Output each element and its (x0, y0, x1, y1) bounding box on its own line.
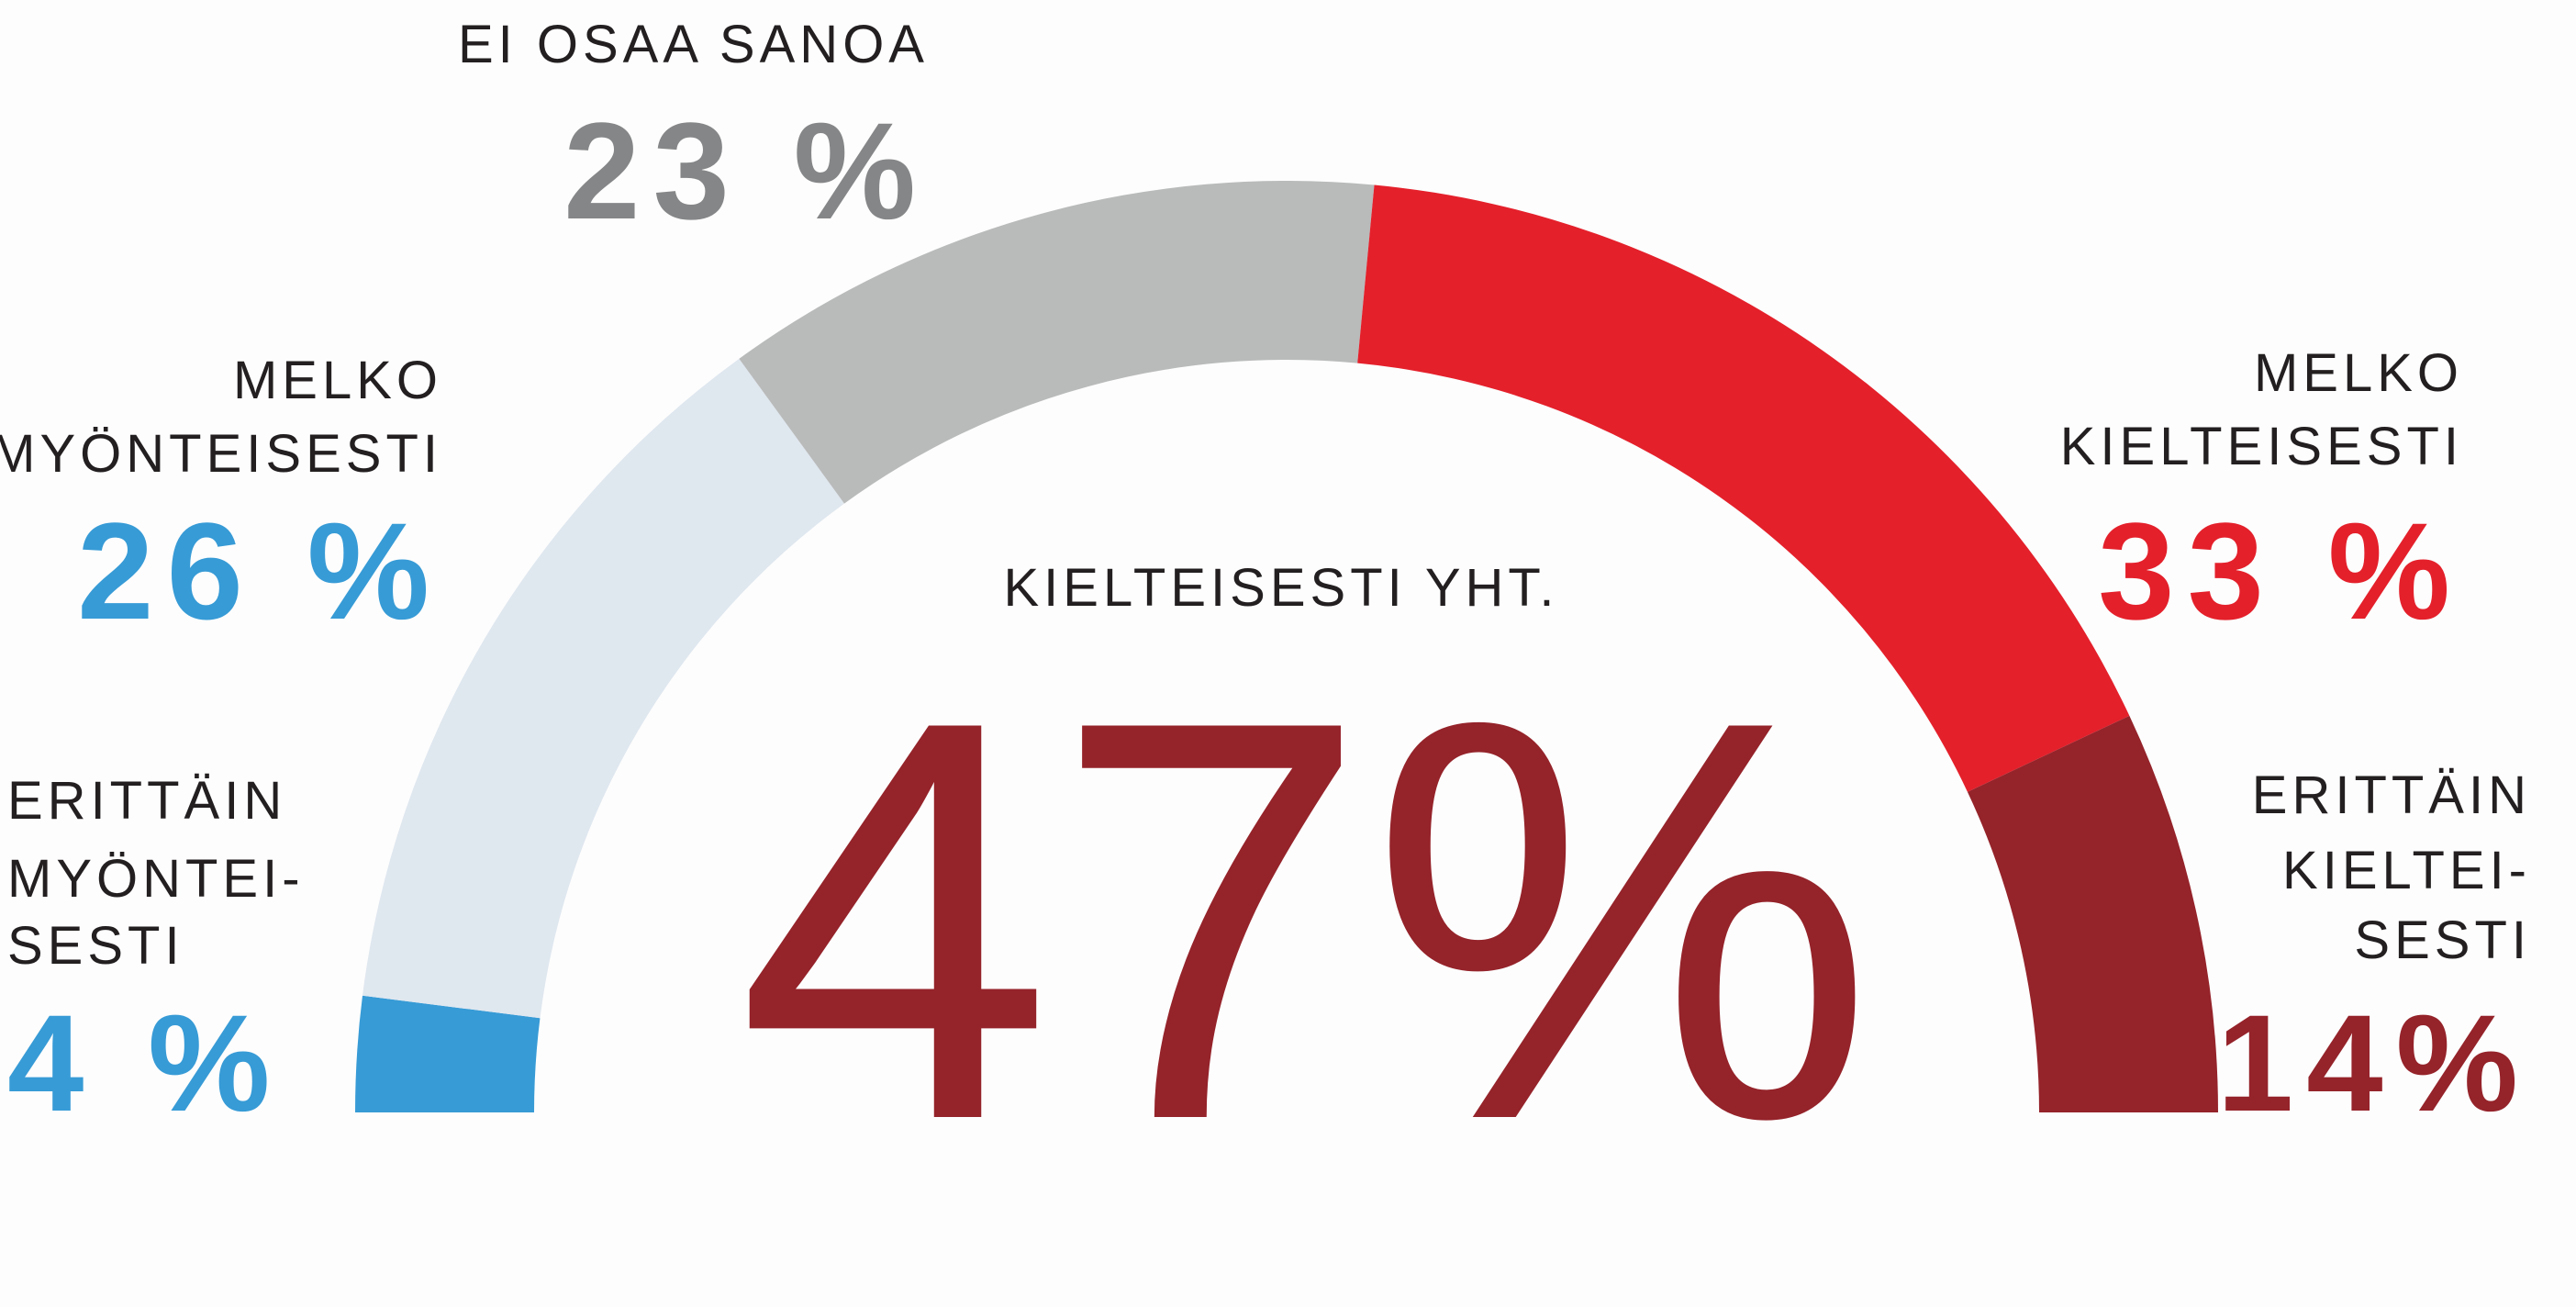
category-label: MYÖNTEI- (7, 849, 305, 909)
category-label: ERITTÄIN (2252, 765, 2531, 825)
category-label: SESTI (7, 916, 184, 976)
category-label: MYÖNTEISESTI (0, 424, 442, 484)
category-label: SESTI (2354, 910, 2531, 970)
category-label: MELKO (2254, 343, 2463, 403)
category-label: MELKO (233, 351, 442, 410)
category-label: KIELTEI- (2282, 841, 2531, 900)
segment (1357, 184, 2130, 792)
value-label: 26 % (77, 494, 442, 648)
segment (362, 358, 845, 1019)
segment (1967, 715, 2218, 1112)
value-label: 14% (2217, 986, 2531, 1140)
category-label: EI OSAA SANOA (458, 15, 929, 74)
summary-value: 47% (737, 603, 1876, 1238)
value-label: 33 % (2098, 494, 2463, 648)
segment (355, 995, 541, 1112)
category-label: KIELTEISESTI (2060, 417, 2463, 476)
category-label: ERITTÄIN (7, 771, 286, 831)
value-label: 23 % (563, 94, 929, 248)
value-label: 4 % (7, 986, 283, 1140)
summary-label: KIELTEISESTI YHT. (1003, 558, 1558, 618)
segment (739, 181, 1375, 504)
